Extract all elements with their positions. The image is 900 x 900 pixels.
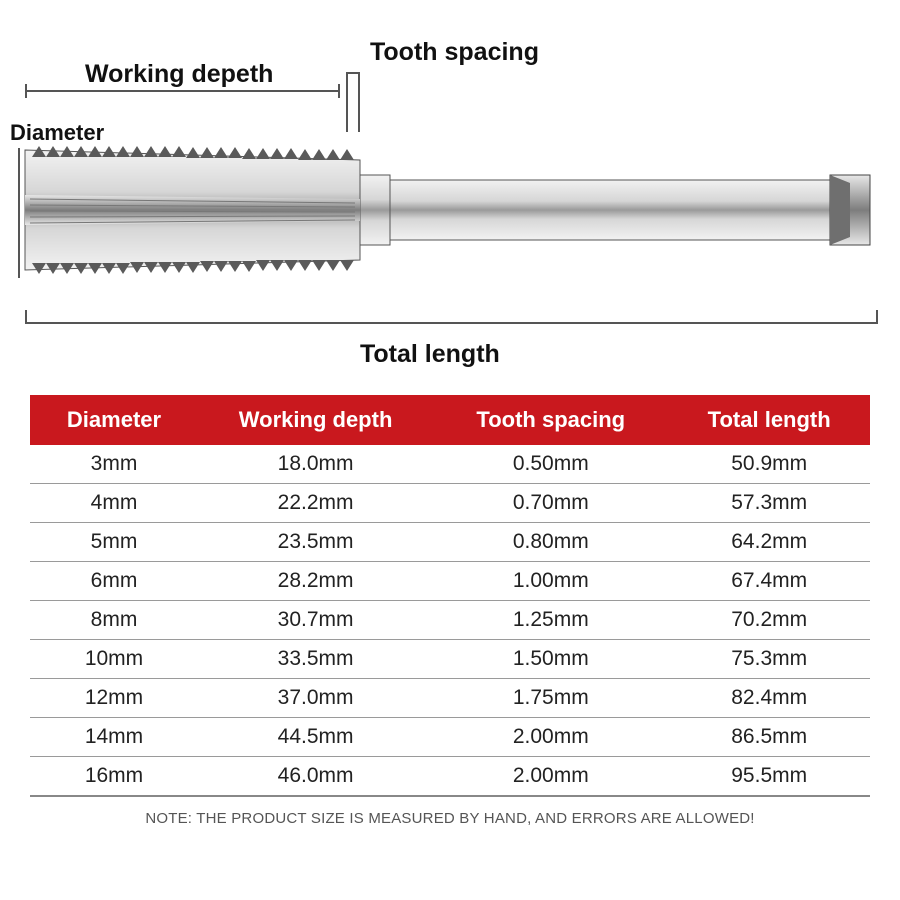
- dim-tooth-spacing-tick-l: [346, 72, 348, 132]
- cell: 6mm: [30, 562, 198, 601]
- dim-total-length-tick-r: [876, 310, 878, 324]
- cell: 18.0mm: [198, 445, 433, 484]
- dim-working-depth-tick-r: [338, 84, 340, 98]
- cell: 0.50mm: [433, 445, 668, 484]
- cell: 16mm: [30, 757, 198, 797]
- label-total-length: Total length: [360, 340, 500, 369]
- measurement-note: NOTE: THE PRODUCT SIZE IS MEASURED BY HA…: [0, 810, 900, 827]
- col-working-depth: Working depth: [198, 395, 433, 445]
- cell: 33.5mm: [198, 640, 433, 679]
- tap-diagram: Working depeth Tooth spacing Diameter To…: [0, 0, 900, 375]
- cell: 2.00mm: [433, 757, 668, 797]
- cell: 46.0mm: [198, 757, 433, 797]
- cell: 70.2mm: [668, 601, 870, 640]
- cell: 1.50mm: [433, 640, 668, 679]
- table-row: 10mm 33.5mm 1.50mm 75.3mm: [30, 640, 870, 679]
- col-tooth-spacing: Tooth spacing: [433, 395, 668, 445]
- cell: 64.2mm: [668, 523, 870, 562]
- spec-table: Diameter Working depth Tooth spacing Tot…: [30, 395, 870, 797]
- dim-total-length-tick-l: [25, 310, 27, 324]
- cell: 3mm: [30, 445, 198, 484]
- table-row: 16mm 46.0mm 2.00mm 95.5mm: [30, 757, 870, 797]
- table-header-row: Diameter Working depth Tooth spacing Tot…: [30, 395, 870, 445]
- table-row: 8mm 30.7mm 1.25mm 70.2mm: [30, 601, 870, 640]
- cell: 37.0mm: [198, 679, 433, 718]
- cell: 8mm: [30, 601, 198, 640]
- dim-working-depth-tick-l: [25, 84, 27, 98]
- cell: 4mm: [30, 484, 198, 523]
- cell: 28.2mm: [198, 562, 433, 601]
- table-row: 4mm 22.2mm 0.70mm 57.3mm: [30, 484, 870, 523]
- table-row: 3mm 18.0mm 0.50mm 50.9mm: [30, 445, 870, 484]
- cell: 14mm: [30, 718, 198, 757]
- tap-tool-icon: [20, 125, 880, 295]
- cell: 50.9mm: [668, 445, 870, 484]
- dim-total-length-h: [25, 322, 878, 324]
- cell: 2.00mm: [433, 718, 668, 757]
- cell: 12mm: [30, 679, 198, 718]
- cell: 1.00mm: [433, 562, 668, 601]
- table-row: 6mm 28.2mm 1.00mm 67.4mm: [30, 562, 870, 601]
- cell: 23.5mm: [198, 523, 433, 562]
- label-tooth-spacing: Tooth spacing: [370, 38, 539, 67]
- dim-tooth-spacing-tick-r: [358, 72, 360, 132]
- cell: 86.5mm: [668, 718, 870, 757]
- label-working-depth: Working depeth: [85, 60, 273, 89]
- cell: 75.3mm: [668, 640, 870, 679]
- table-row: 12mm 37.0mm 1.75mm 82.4mm: [30, 679, 870, 718]
- cell: 57.3mm: [668, 484, 870, 523]
- dim-working-depth-h: [25, 90, 340, 92]
- cell: 30.7mm: [198, 601, 433, 640]
- cell: 1.75mm: [433, 679, 668, 718]
- col-total-length: Total length: [668, 395, 870, 445]
- cell: 0.80mm: [433, 523, 668, 562]
- cell: 10mm: [30, 640, 198, 679]
- cell: 1.25mm: [433, 601, 668, 640]
- cell: 22.2mm: [198, 484, 433, 523]
- cell: 82.4mm: [668, 679, 870, 718]
- cell: 67.4mm: [668, 562, 870, 601]
- cell: 44.5mm: [198, 718, 433, 757]
- cell: 95.5mm: [668, 757, 870, 797]
- col-diameter: Diameter: [30, 395, 198, 445]
- cell: 0.70mm: [433, 484, 668, 523]
- table-body: 3mm 18.0mm 0.50mm 50.9mm 4mm 22.2mm 0.70…: [30, 445, 870, 796]
- table-row: 14mm 44.5mm 2.00mm 86.5mm: [30, 718, 870, 757]
- table-row: 5mm 23.5mm 0.80mm 64.2mm: [30, 523, 870, 562]
- cell: 5mm: [30, 523, 198, 562]
